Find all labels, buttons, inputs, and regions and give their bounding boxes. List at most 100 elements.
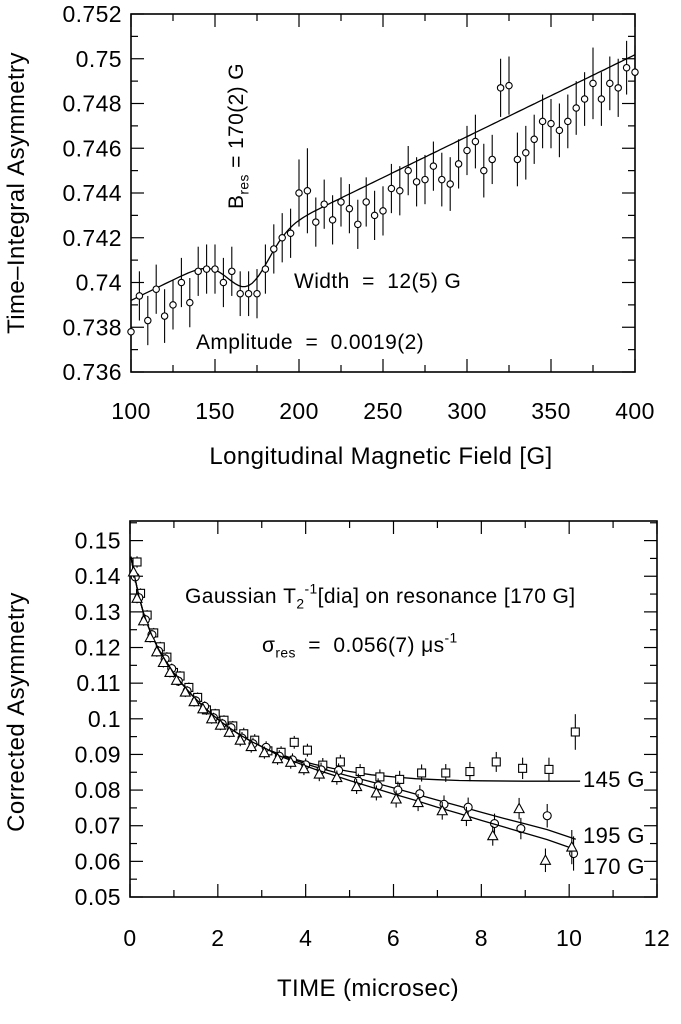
triangle-data-point [234,733,247,745]
field-scan-data-point [631,68,639,76]
field-scan-data-points [127,40,639,359]
relaxation-xtick-label: 12 [644,925,670,951]
triangle-data-point [460,810,473,822]
field-scan-data-point [597,95,606,103]
field-scan-data-point [421,175,429,184]
curve-label-170G: 170 G [583,854,645,879]
field-scan-data-point [429,162,438,170]
field-scan-data-point [513,155,522,164]
field-scan-data-point [337,198,345,206]
triangle-data-point [131,591,143,603]
triangle-data-point [390,792,403,804]
relaxation-x-axis-title: TIME (microsec) [277,975,459,1002]
relaxation-annotation-sigma: σres = 0.056(7) μs-1 [262,630,458,661]
field-scan-data-point [370,211,379,220]
triangle-data-point [330,771,343,783]
field-scan-data-point [345,204,354,213]
square-data-point [132,557,142,567]
field-scan-data-point [580,95,589,103]
circle-data-point [542,811,552,821]
relaxation-ytick-label: 0.08 [75,777,121,803]
field-scan-ytick-label: 0.752 [62,1,122,27]
triangle-data-point [196,702,209,714]
square-data-point [491,757,501,767]
field-scan-data-point [219,278,228,287]
field-scan-xtick-label: 150 [195,398,235,424]
triangle-data-point [179,685,192,697]
square-data-point [417,768,427,778]
field-scan-ytick-label: 0.746 [62,135,122,161]
triangle-data-point [258,746,271,758]
field-scan-data-point [379,207,387,215]
field-scan-chart: 100 150 200 250 300 350 400 0.736 0.738 0.74 0.742… [3,1,654,470]
field-scan-ticks [130,13,636,373]
field-scan-data-point [236,289,244,298]
triangle-data-point [214,718,227,730]
triangle-data-point [412,796,425,808]
field-scan-data-point [471,137,480,146]
triangle-data-point [436,804,449,816]
field-scan-data-point [278,234,286,242]
triangle-data-point [370,786,383,798]
square-data-point [441,768,451,778]
field-scan-ytick-label: 0.75 [76,46,122,72]
field-scan-data-point [396,187,404,195]
field-scan-data-point [127,327,135,336]
relaxation-xtick-label: 4 [299,925,312,951]
field-scan-data-point [606,79,614,88]
triangle-data-point [539,853,552,865]
circle-data-point [393,785,403,795]
field-scan-xtick-label: 300 [447,398,487,424]
field-scan-ytick-label: 0.744 [62,180,122,206]
field-scan-y-axis-title: Time–Integral Asymmetry [3,52,30,334]
relaxation-ytick-label: 0.05 [75,884,121,910]
triangle-data-point [245,740,258,752]
field-scan-data-point [564,117,572,126]
relaxation-y-axis-title: Corrected Asymmetry [3,592,30,832]
field-scan-data-point [496,84,505,92]
square-data-point [375,772,385,782]
field-scan-data-point [228,267,236,276]
triangle-data-point [271,752,284,764]
triangle-data-point [205,712,218,724]
relaxation-xtick-label: 10 [556,925,582,951]
triangle-data-point [144,631,157,643]
relaxation-chart: 0 2 4 6 8 10 12 0.05 0.06 0.07 0.08 0.09 0.1 0.11 0.12… [3,520,670,1002]
relaxation-ytick-label: 0.06 [75,848,121,874]
field-scan-data-point [253,289,261,298]
field-scan-data-point [186,298,194,307]
square-data-point [302,745,312,755]
field-scan-data-point [446,180,454,188]
field-scan-data-point [328,216,337,224]
field-scan-data-point [589,79,597,88]
field-scan-data-point [211,265,219,273]
field-scan-data-point [261,265,270,273]
field-scan-xtick-label: 200 [279,398,319,424]
relaxation-ytick-label: 0.1 [88,706,121,732]
triangle-data-point [513,802,526,814]
circle-data-point [415,789,425,799]
triangle-data-point [157,656,170,668]
field-scan-data-point [312,218,320,226]
field-scan-data-point [144,316,152,325]
triangle-data-point [297,762,310,774]
relaxation-xtick-label: 2 [211,925,224,951]
square-data-point [544,764,554,774]
field-scan-tick-labels: 100 150 200 250 300 350 400 0.736 0.738 0.74 0.742… [62,1,654,424]
relaxation-ytick-label: 0.12 [75,635,121,661]
field-scan-data-point [622,63,631,72]
relaxation-ytick-label: 0.15 [75,528,121,554]
field-scan-data-point [555,126,564,135]
field-scan-data-point [303,187,312,195]
triangle-data-point [350,780,363,792]
triangle-data-point [127,565,140,577]
triangle-data-point [164,666,176,678]
field-scan-data-point [270,245,278,253]
field-scan-data-point [463,146,471,155]
field-scan-data-point [488,155,496,164]
field-scan-data-point [177,278,186,287]
field-scan-data-point [244,289,253,298]
field-scan-annotation-amplitude: Amplitude = 0.0019(2) [196,331,424,354]
triangle-data-point [313,767,326,779]
